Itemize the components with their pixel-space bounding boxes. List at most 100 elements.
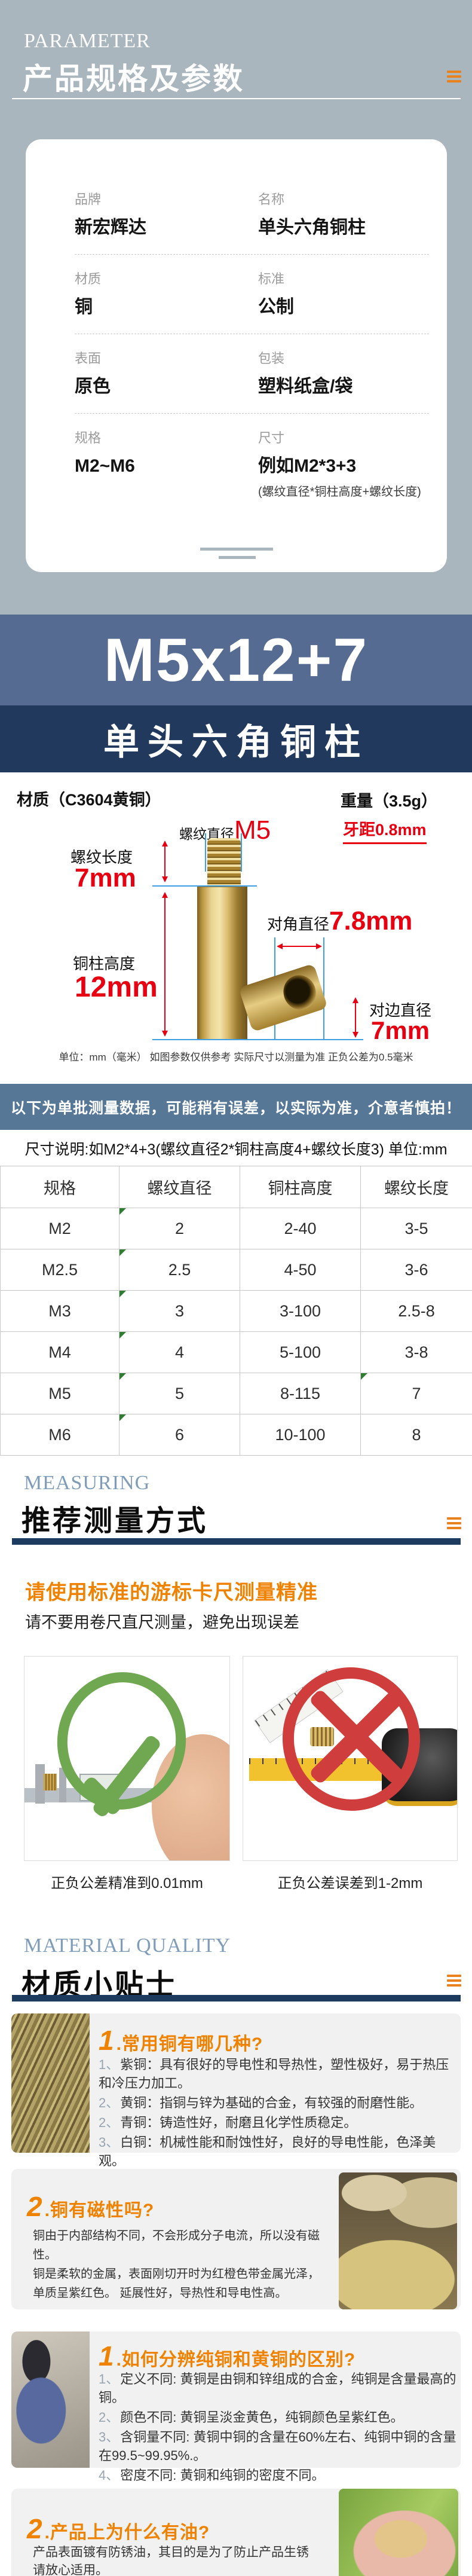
tip-line: 3、含铜量不同: 黄铜中铜的含量在60%左右、纯铜中铜的含量在99.5~99.9… [99, 2430, 456, 2463]
spec-card: 品牌 新宏辉达 名称 单头六角铜柱 材质 铜 标准 公制 [26, 139, 447, 572]
tip-title: 2 .铜有磁性吗? [27, 2191, 155, 2222]
cell-corner-mark [119, 1332, 126, 1339]
tip-line: 产品表面镀有防锈油，其目的是为了防止产品生锈 [33, 2546, 309, 2559]
hamburger-icon [447, 1517, 461, 1529]
cell-corner-mark [119, 1208, 126, 1215]
spec-cell: 表面 原色 [75, 350, 258, 399]
hamburger-icon [447, 71, 461, 82]
spec-cell: 名称 单头六角铜柱 [258, 191, 429, 240]
cell-corner-mark [119, 1249, 126, 1256]
tip-line: 1、定义不同: 黄铜是由铜和锌组成的合金，纯铜是含量最高的铜。 [99, 2372, 456, 2405]
diagonal-diameter-label: 对角直径 7.8mm [267, 906, 413, 936]
weight-spec: 重量（3.5g） [341, 792, 438, 810]
card-handle-line [219, 556, 256, 559]
spec-row-group: 品牌 新宏辉达 名称 单头六角铜柱 [75, 191, 429, 255]
hand-with-parts-image [339, 2489, 458, 2576]
spec-value: 铜 [75, 297, 93, 317]
brass-part-art [44, 1774, 57, 1790]
section-eyebrow: MEASURING [24, 1472, 151, 1494]
dimension-diagram: 材质（C3604黄铜） 重量（3.5g） 牙距0.8mm 螺纹直径 M5 螺纹长… [0, 772, 472, 1084]
spec-cell: 包装 塑料纸盒/袋 [258, 350, 429, 399]
spec-cell: 尺寸 例如M2*3+3 (螺纹直径*铜柱高度+螺纹长度) [258, 429, 429, 499]
table-header-row: 规格 螺纹直径 铜柱高度 螺纹长度 [0, 1166, 472, 1208]
cell-corner-mark [119, 1291, 126, 1297]
cell-corner-mark [119, 1414, 126, 1421]
spec-label: 名称 [258, 192, 285, 207]
product-name-banner: 单头六角铜柱 [0, 705, 472, 772]
guide-line [323, 937, 324, 1039]
tip-card-pure-vs-brass: 1 .如何分辨纯铜和黄铜的区别? 1、定义不同: 黄铜是由铜和锌组成的合金，纯铜… [11, 2331, 461, 2483]
tip-card-oil: 2 .产品上为什么有油? 产品表面镀有防锈油，其目的是为了防止产品生锈 请放心适… [11, 2489, 461, 2576]
tip-line: 2、黄铜：指铜与锌为基础的合金，有较强的耐磨性能。 [99, 2095, 423, 2110]
spec-value: M2~M6 [75, 456, 135, 476]
page-title: 产品规格及参数 [23, 62, 244, 96]
standoff-thread-art [207, 838, 241, 885]
hamburger-icon [447, 1975, 461, 1987]
spec-cell: 材质 铜 [75, 270, 258, 319]
flat-diameter-value: 7mm [371, 1016, 430, 1044]
guide-line [205, 833, 206, 872]
spec-value: 原色 [75, 377, 111, 396]
spec-value: 公制 [258, 297, 294, 317]
measuring-headline: 请使用标准的游标卡尺测量精准 [25, 1581, 318, 1604]
section-rule [12, 1995, 461, 2001]
tip-line: 单质呈紫红色。 延展性好，导热性和导电性高。 [33, 2287, 287, 2300]
section-eyebrow: MATERIAL QUALITY [24, 1935, 231, 1957]
thread-pitch-spec: 牙距0.8mm [343, 817, 427, 844]
caliper-demo-image [24, 1656, 230, 1861]
parameter-section-header: PARAMETER 产品规格及参数 品牌 新宏辉达 名称 单头六角铜柱 材质 铜 [0, 0, 472, 615]
tape-demo-image [243, 1656, 458, 1861]
diagram-footnote: 单位：mm（毫米） 如图参数仅供参考 实际尺寸以测量为准 正负公差为0.5毫米 [59, 1052, 413, 1063]
tip-line: 1、紫铜：具有很好的导电性和导热性，塑性极好，易于热压和冷压力加工。 [99, 2057, 449, 2091]
measuring-subtext: 请不要用卷尺直尺测量，避免出现误差 [25, 1614, 299, 1631]
tip-line: 请放心适用。 [33, 2563, 108, 2576]
table-row: M3 3 3-100 2.5-8 [0, 1290, 472, 1332]
spec-cell: 品牌 新宏辉达 [75, 191, 258, 240]
tip-line: 2、青铜：铸造性好，耐磨且化学性质稳定。 [99, 2115, 357, 2130]
spec-cell: 规格 M2~M6 [75, 429, 258, 499]
table-row: M4 4 5-100 3-8 [0, 1331, 472, 1373]
spec-label: 表面 [75, 351, 102, 366]
notice-text: 以下为单批测量数据，可能稍有误差，以实际为准，介意者慎拍！ [10, 1099, 461, 1117]
brass-part-art [310, 1727, 334, 1746]
table-row: M2 2 2-40 3-5 [0, 1208, 472, 1249]
table-row: M6 6 10-100 8 [0, 1414, 472, 1456]
tip-card-magnetism: 2 .铜有磁性吗? 铜由于内部结构不同，不会形成分子电流，所以没有磁性。 铜是柔… [11, 2169, 461, 2309]
product-name: 单头六角铜柱 [103, 722, 369, 762]
inspection-worker-image [11, 2331, 90, 2468]
tip-line: 4、密度不同: 黄铜和纯铜的密度不同。 [99, 2468, 325, 2483]
tip-line: 3、白铜：机械性能和耐蚀性好，良好的导电性能，色泽美观。 [99, 2135, 436, 2168]
body-height-label: 铜柱高度 [73, 955, 136, 973]
spec-label: 包装 [258, 351, 285, 366]
column-header: 螺纹直径 [119, 1166, 240, 1208]
dimension-arrow [162, 841, 168, 882]
tip-line: 铜是柔软的金属，表面刚切开时为红橙色带金属光泽， [33, 2268, 320, 2281]
spec-label: 品牌 [75, 192, 102, 207]
size-explanation: 尺寸说明:如M2*4+3(螺纹直径2*铜柱高度4+螺纹长度3) 单位:mm [24, 1141, 448, 1158]
section-rule [12, 1538, 461, 1545]
column-header: 规格 [0, 1166, 119, 1208]
brass-rods-image [11, 2013, 90, 2153]
column-header: 螺纹长度 [360, 1166, 472, 1208]
cell-corner-mark [361, 1373, 367, 1380]
spec-value: 塑料纸盒/袋 [258, 377, 353, 396]
tip-title: 1 .如何分辨纯铜和黄铜的区别? [99, 2340, 356, 2372]
standoff-body-art [197, 885, 247, 1039]
tip-title: 1 .常用铜有哪几种? [99, 2025, 263, 2056]
tip-line: 2、颜色不同: 黄铜呈淡金黄色，纯铜颜色呈紫红色。 [99, 2410, 404, 2425]
spec-value: 新宏辉达 [75, 218, 146, 237]
thread-diameter-label: 螺纹直径 M5 [179, 815, 271, 845]
measurement-notice-bar: 以下为单批测量数据，可能稍有误差，以实际为准，介意者慎拍！ [0, 1084, 472, 1130]
card-handle-line [200, 548, 273, 551]
spec-cell: 标准 公制 [258, 270, 429, 319]
threaded-hole-art [278, 971, 321, 1014]
model-banner: M5x12+7 [0, 615, 472, 705]
spec-row-group: 规格 M2~M6 尺寸 例如M2*3+3 (螺纹直径*铜柱高度+螺纹长度) [75, 429, 429, 514]
model-number: M5x12+7 [103, 625, 369, 694]
caption-bad: 正负公差误差到1-2mm [277, 1875, 423, 1891]
guide-line [241, 833, 242, 872]
caliper-art [35, 1764, 45, 1804]
lying-standoff-art [238, 963, 328, 1032]
table-row: M2.5 2.5 4-50 3-6 [0, 1249, 472, 1291]
dimension-arrow [353, 997, 358, 1038]
